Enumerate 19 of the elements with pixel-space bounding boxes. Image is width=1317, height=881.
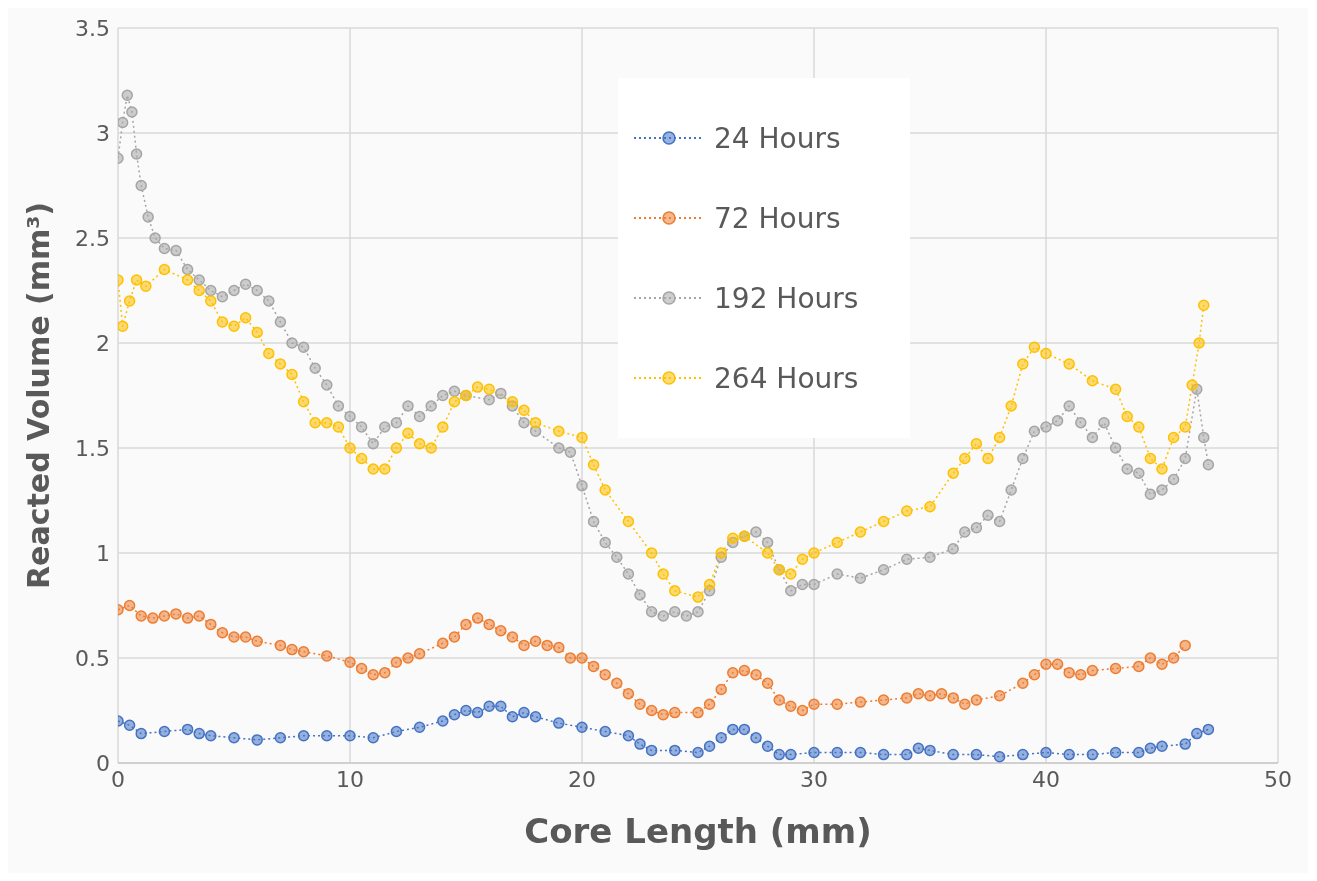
y-tick-label: 2: [96, 330, 110, 356]
y-axis-title: Reacted Volume (mm³): [20, 201, 56, 590]
legend-label: 72 Hours: [714, 201, 841, 235]
legend-label: 264 Hours: [714, 361, 859, 395]
y-tick-label: 1.5: [75, 435, 110, 461]
legend-label: 192 Hours: [714, 281, 859, 315]
x-tick-label: 30: [800, 766, 828, 792]
x-tick-label: 10: [336, 766, 364, 792]
y-tick-label: 0.5: [75, 645, 110, 671]
y-tick-label: 1: [96, 540, 110, 566]
y-tick-label: 3: [96, 120, 110, 146]
x-tick-label: 50: [1264, 766, 1292, 792]
y-tick-label: 3.5: [75, 15, 110, 41]
legend-label: 24 Hours: [714, 121, 841, 155]
y-tick-label: 0: [96, 750, 110, 776]
y-tick-label: 2.5: [75, 225, 110, 251]
x-tick-label: 20: [568, 766, 596, 792]
x-axis-title: Core Length (mm): [524, 811, 872, 851]
x-tick-label: 40: [1032, 766, 1060, 792]
